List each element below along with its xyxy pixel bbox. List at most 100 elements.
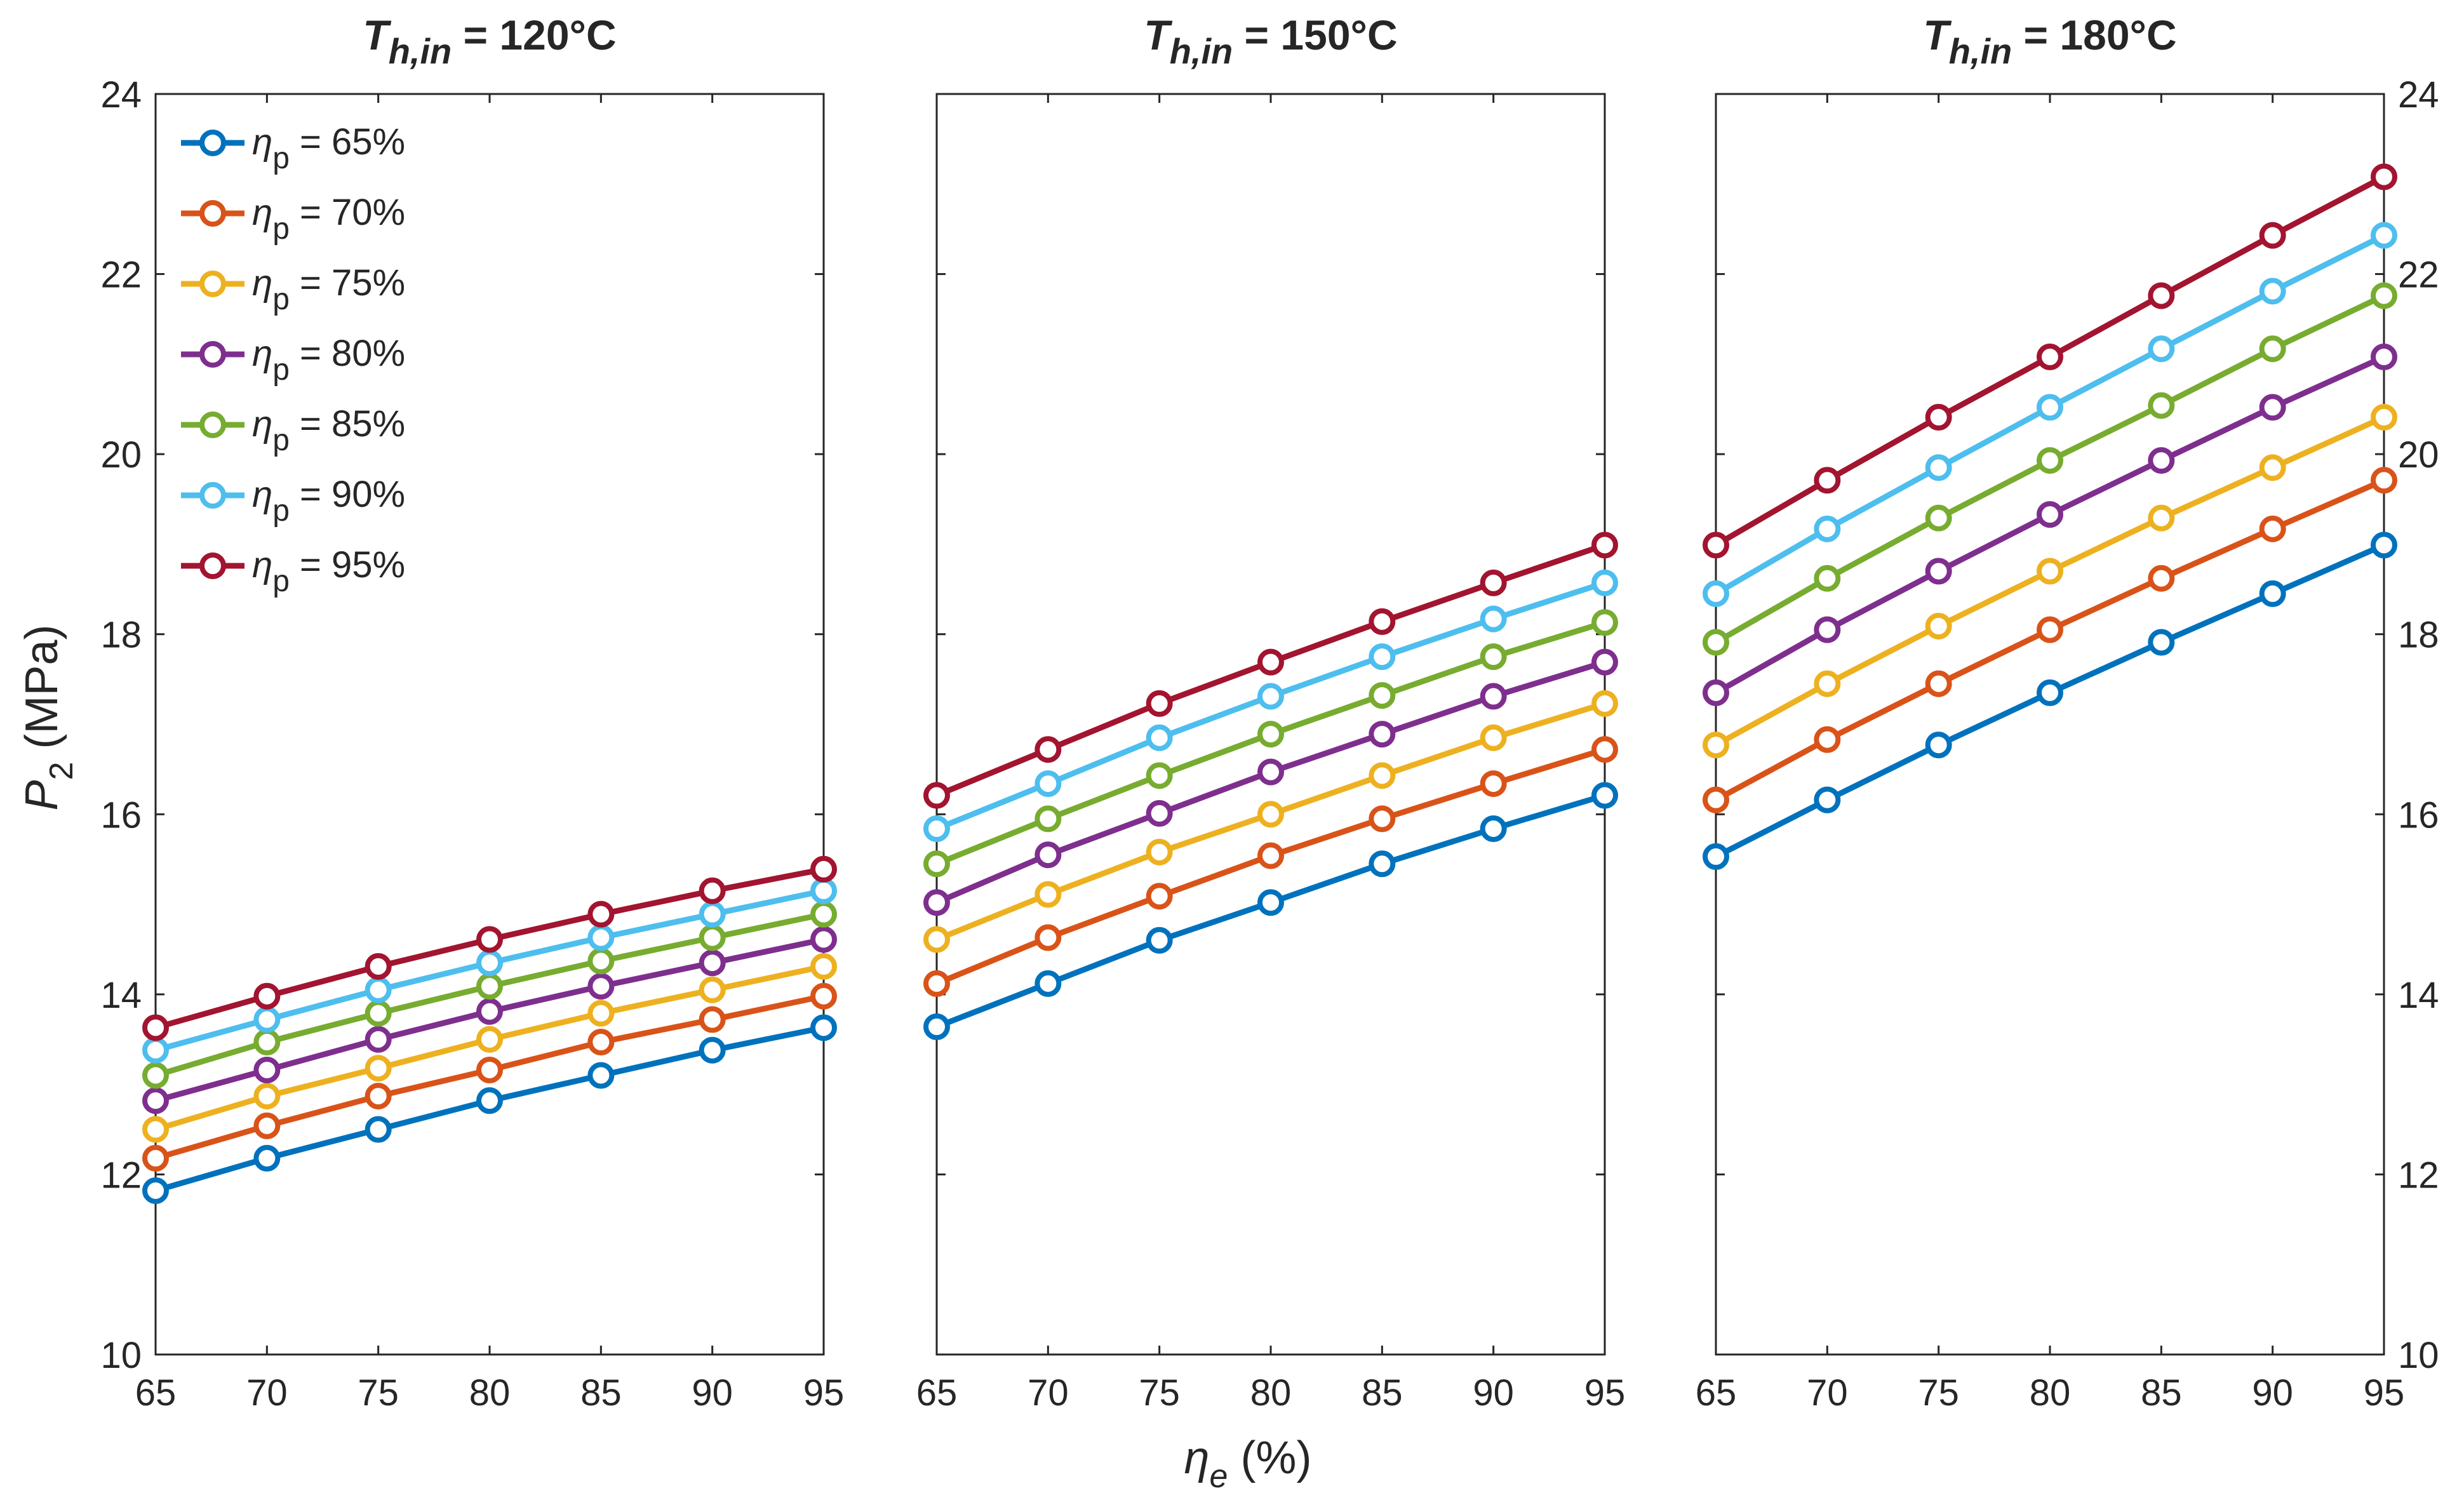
data-point bbox=[253, 1029, 281, 1056]
data-point bbox=[476, 1026, 503, 1053]
data-point bbox=[2037, 616, 2063, 643]
y-tick-label: 10 bbox=[2398, 1335, 2439, 1376]
data-point bbox=[2037, 501, 2063, 528]
data-point bbox=[365, 1116, 392, 1143]
series-1 bbox=[923, 782, 1618, 1040]
x-tick-label: 65 bbox=[916, 1372, 958, 1414]
y-axis-label: P2 (MPa) bbox=[17, 625, 80, 811]
data-point bbox=[2148, 392, 2175, 419]
x-tick-label: 90 bbox=[1473, 1372, 1514, 1414]
panel-1: 65 70 75 80 85 90 95 10 12 14 16 18 20 22 24 Th,in = 12… bbox=[100, 11, 844, 1414]
data-point bbox=[1257, 721, 1284, 748]
data-point bbox=[1146, 762, 1173, 789]
legend-marker bbox=[199, 130, 226, 156]
data-point bbox=[1257, 801, 1284, 828]
data-point bbox=[1814, 616, 1841, 643]
legend-marker bbox=[199, 271, 226, 297]
series-3 bbox=[1703, 404, 2397, 759]
data-point bbox=[699, 900, 726, 928]
data-point bbox=[2259, 515, 2286, 542]
legend-value: = 65% bbox=[290, 121, 405, 163]
legend-subscript: p bbox=[272, 212, 290, 246]
data-point bbox=[1146, 690, 1173, 717]
data-point bbox=[923, 1013, 950, 1040]
x-axis-label-unit: (%) bbox=[1228, 1433, 1311, 1483]
y-tick-label: 16 bbox=[100, 794, 142, 836]
x-tick-label: 70 bbox=[246, 1372, 288, 1414]
y-tick-label: 10 bbox=[100, 1335, 142, 1376]
data-point bbox=[587, 973, 615, 1000]
legend-subscript: p bbox=[272, 142, 290, 175]
series-2 bbox=[1703, 467, 2397, 813]
data-point bbox=[1925, 558, 1952, 585]
legend-value: = 95% bbox=[290, 544, 405, 585]
data-point bbox=[2371, 282, 2397, 309]
data-point bbox=[476, 973, 503, 1000]
legend-subscript: p bbox=[272, 565, 290, 598]
data-point bbox=[476, 926, 503, 953]
data-point bbox=[1480, 724, 1507, 751]
data-point bbox=[476, 1056, 503, 1083]
data-point bbox=[2371, 404, 2397, 431]
series-4 bbox=[142, 926, 837, 1114]
data-point bbox=[142, 1177, 169, 1204]
x-tick-label: 85 bbox=[2141, 1372, 2182, 1414]
data-point bbox=[923, 970, 950, 997]
legend-value: = 90% bbox=[290, 474, 405, 515]
x-tick-label: 85 bbox=[580, 1372, 622, 1414]
data-point bbox=[2037, 344, 2063, 371]
series-6 bbox=[1703, 222, 2397, 607]
x-tick-label: 80 bbox=[469, 1372, 511, 1414]
data-point bbox=[365, 1055, 392, 1082]
legend-symbol: η bbox=[252, 333, 272, 374]
data-point bbox=[587, 900, 615, 928]
legend-label: ηp = 65% bbox=[252, 121, 405, 175]
legend-symbol: η bbox=[252, 474, 272, 515]
series-7 bbox=[142, 855, 837, 1041]
y-tick-label: 18 bbox=[2398, 615, 2439, 656]
data-point bbox=[1034, 841, 1062, 869]
panel-2: 65 70 75 80 85 90 95 Th,in = 150°C bbox=[916, 11, 1626, 1414]
data-point bbox=[1480, 683, 1507, 710]
y-tick-label: 18 bbox=[100, 615, 142, 656]
x-tick-label: 90 bbox=[692, 1372, 733, 1414]
panel-title-subscript: h,in bbox=[1949, 31, 2012, 71]
data-point bbox=[2148, 335, 2175, 363]
legend-symbol: η bbox=[252, 403, 272, 445]
x-tick-label: 95 bbox=[1584, 1372, 1626, 1414]
data-point bbox=[923, 782, 950, 809]
data-point bbox=[2148, 565, 2175, 592]
legend-label: ηp = 95% bbox=[252, 544, 405, 598]
x-tick-label: 70 bbox=[1028, 1372, 1069, 1414]
legend-subscript: p bbox=[272, 424, 290, 457]
data-point bbox=[587, 1062, 615, 1089]
legend-symbol: η bbox=[252, 192, 272, 233]
data-point bbox=[1034, 736, 1062, 763]
data-point bbox=[1591, 609, 1618, 636]
data-point bbox=[1369, 721, 1396, 748]
legend-item: ηp = 75% bbox=[181, 262, 405, 316]
data-point bbox=[365, 953, 392, 980]
legend-label: ηp = 85% bbox=[252, 403, 405, 457]
data-point bbox=[1369, 682, 1396, 709]
data-point bbox=[142, 1116, 169, 1143]
plot-frame bbox=[154, 93, 825, 1356]
data-point bbox=[810, 900, 837, 928]
data-point bbox=[1591, 569, 1618, 596]
legend-symbol: η bbox=[252, 121, 272, 163]
data-point bbox=[1146, 799, 1173, 827]
series-4 bbox=[923, 648, 1618, 916]
data-point bbox=[923, 850, 950, 878]
y-tick-label: 16 bbox=[2398, 794, 2439, 836]
data-point bbox=[810, 982, 837, 1010]
legend-value: = 70% bbox=[290, 192, 405, 233]
data-point bbox=[1257, 758, 1284, 786]
legend-marker bbox=[199, 552, 226, 579]
y-tick-label: 22 bbox=[100, 255, 142, 296]
x-tick-label: 85 bbox=[1362, 1372, 1403, 1414]
legend-item: ηp = 90% bbox=[181, 474, 405, 528]
legend-symbol: η bbox=[252, 262, 272, 304]
series-1 bbox=[1703, 532, 2397, 870]
data-point bbox=[1480, 815, 1507, 842]
legend-value: = 80% bbox=[290, 333, 405, 374]
